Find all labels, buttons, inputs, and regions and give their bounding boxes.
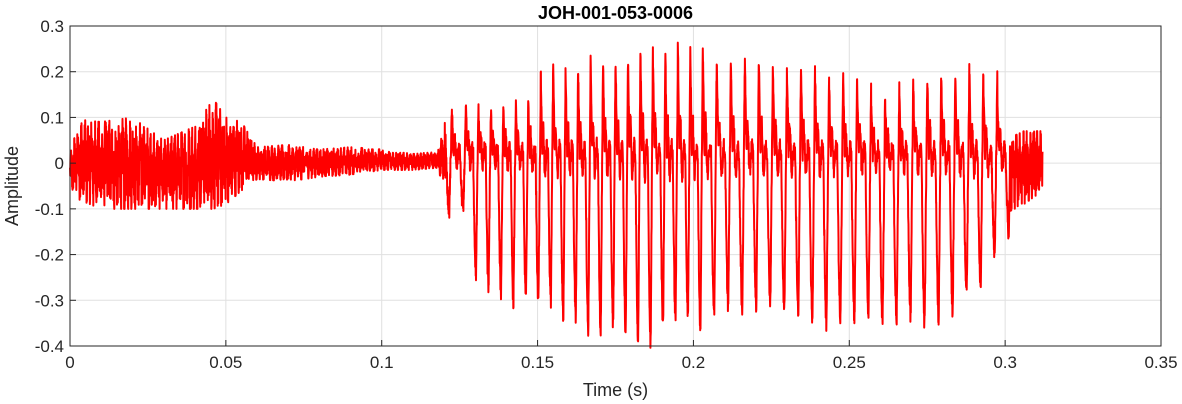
axes-frame [69, 25, 1162, 347]
y-tick-label: -0.1 [35, 200, 64, 219]
y-tick-label: 0.1 [40, 108, 64, 127]
y-axis-label: Amplitude [2, 146, 22, 226]
x-axis-ticks: 0 0.05 0.1 0.15 0.2 0.25 0.3 0.35 [65, 340, 1178, 372]
x-tick-label: 0.15 [521, 353, 554, 372]
series-line [69, 41, 1044, 349]
x-tick-label: 0.3 [993, 353, 1017, 372]
y-tick-label: 0.2 [40, 63, 64, 82]
y-tick-label: -0.4 [35, 337, 64, 356]
y-axis-ticks: -0.4 -0.3 -0.2 -0.1 0 0.1 0.2 0.3 [35, 17, 76, 356]
x-tick-label: 0 [65, 353, 74, 372]
y-tick-label: 0 [55, 154, 64, 173]
plot-area [69, 41, 1044, 349]
y-tick-label: -0.2 [35, 246, 64, 265]
x-tick-label: 0.2 [682, 353, 706, 372]
x-axis-label: Time (s) [583, 380, 648, 400]
x-tick-label: 0.25 [833, 353, 866, 372]
x-tick-label: 0.1 [370, 353, 394, 372]
y-tick-label: 0.3 [40, 17, 64, 36]
chart-title: JOH-001-053-0006 [538, 3, 693, 23]
y-tick-label: -0.3 [35, 291, 64, 310]
x-tick-label: 0.35 [1144, 353, 1177, 372]
x-tick-label: 0.05 [209, 353, 242, 372]
